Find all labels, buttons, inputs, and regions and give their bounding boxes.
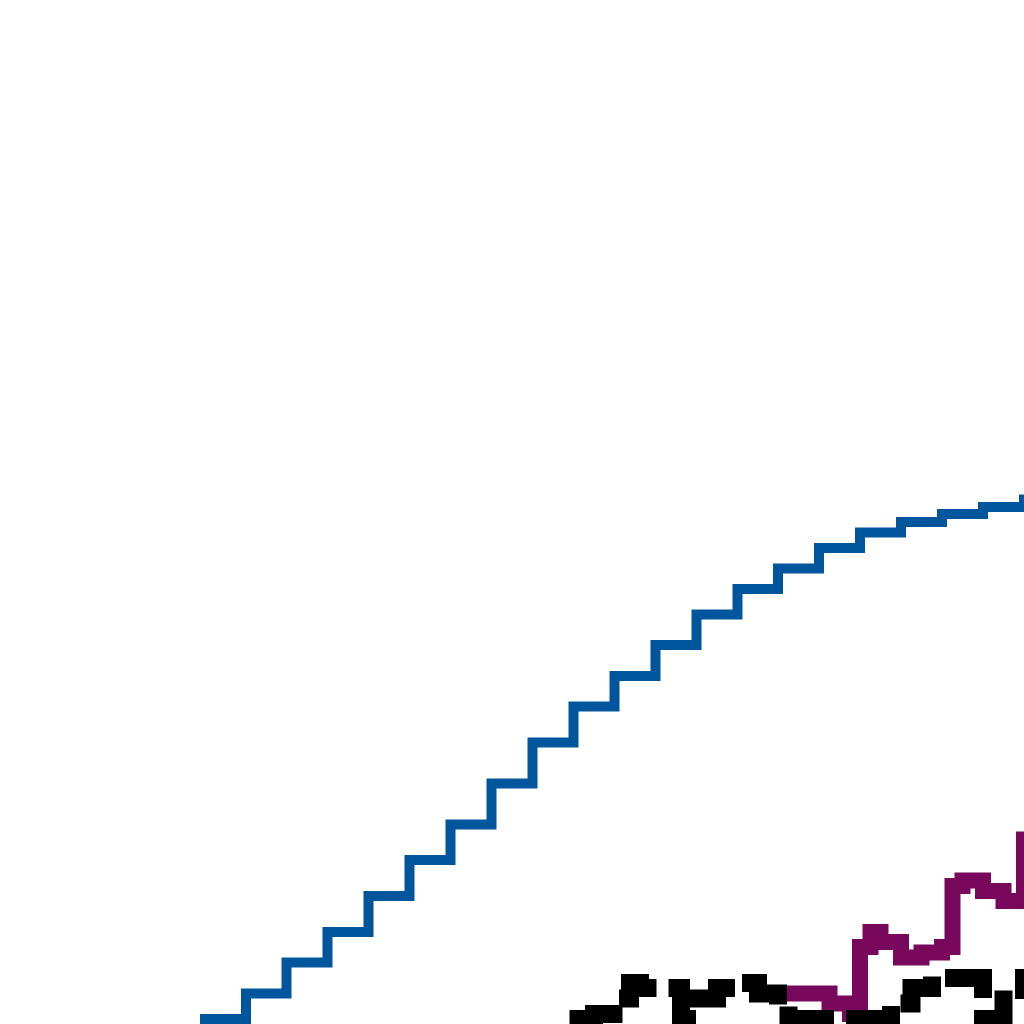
series-1-point bbox=[995, 893, 1012, 910]
series-1-point bbox=[954, 872, 971, 889]
series-0-point bbox=[322, 926, 333, 937]
series-0-point bbox=[732, 583, 743, 594]
series-0-point bbox=[896, 517, 907, 528]
series-0 bbox=[199, 494, 1024, 1024]
series-0-point bbox=[240, 988, 251, 999]
series-1-point bbox=[975, 882, 991, 899]
series-0-point bbox=[650, 640, 661, 651]
series-0-point bbox=[855, 527, 866, 538]
series-0-point bbox=[404, 855, 415, 866]
series-1-point bbox=[913, 944, 930, 961]
series-0-point bbox=[609, 670, 620, 681]
series-0-point bbox=[773, 563, 784, 574]
series-0-point bbox=[281, 957, 292, 968]
series-2 bbox=[569, 968, 1024, 1024]
series-0-point bbox=[1019, 494, 1024, 505]
series-0-point bbox=[937, 509, 948, 519]
series-0-point bbox=[199, 1013, 210, 1024]
series-0-point bbox=[691, 609, 702, 620]
series-1-point bbox=[934, 939, 951, 956]
series-1 bbox=[780, 831, 1024, 1022]
series-1-point bbox=[872, 934, 889, 951]
series-1-point bbox=[852, 939, 869, 956]
series-0-point bbox=[445, 819, 456, 830]
series-0-point bbox=[814, 542, 825, 553]
series-0-point bbox=[363, 891, 374, 901]
series-1-point bbox=[1016, 831, 1024, 848]
series-1-point bbox=[821, 995, 838, 1012]
series-0-point bbox=[486, 778, 497, 789]
series-0-point bbox=[527, 737, 538, 748]
series-0-point bbox=[978, 501, 988, 512]
series-0-point bbox=[568, 701, 579, 712]
series-1-point bbox=[893, 949, 910, 966]
series-1-point bbox=[801, 985, 817, 1002]
series-2-line bbox=[569, 968, 1024, 1024]
